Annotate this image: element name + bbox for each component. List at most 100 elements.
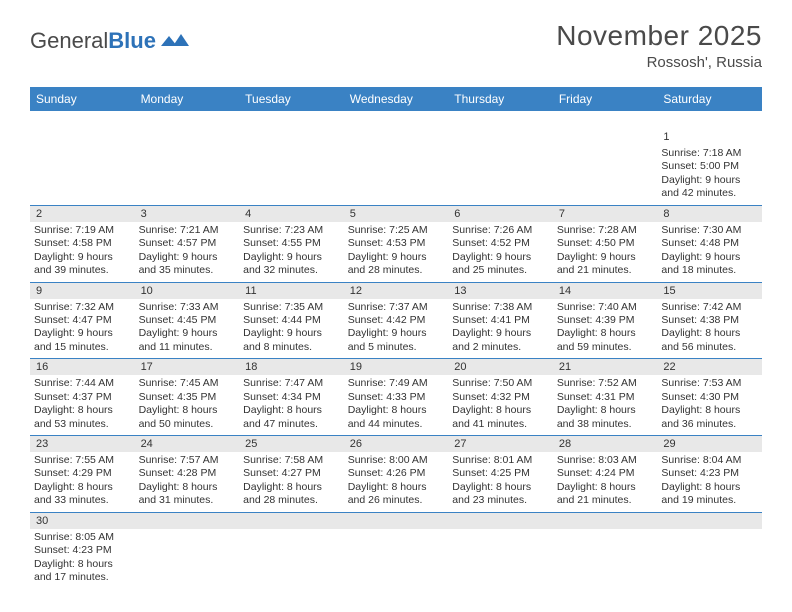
day-content-row: Sunrise: 7:19 AMSunset: 4:58 PMDaylight:… bbox=[30, 222, 762, 282]
sunrise: Sunrise: 8:00 AM bbox=[348, 454, 445, 467]
day-cell: Sunrise: 8:05 AMSunset: 4:23 PMDaylight:… bbox=[30, 529, 135, 589]
day-number: 9 bbox=[30, 283, 135, 299]
day-number: 1 bbox=[657, 129, 762, 145]
sunrise: Sunrise: 7:45 AM bbox=[139, 377, 236, 390]
week-row: 16171819202122Sunrise: 7:44 AMSunset: 4:… bbox=[30, 359, 762, 436]
daylight: Daylight: 8 hours and 28 minutes. bbox=[243, 481, 340, 508]
daylight: Daylight: 9 hours and 11 minutes. bbox=[139, 327, 236, 354]
day-cell: Sunrise: 7:45 AMSunset: 4:35 PMDaylight:… bbox=[135, 375, 240, 435]
day-number-row: 16171819202122 bbox=[30, 359, 762, 375]
daylight: Daylight: 8 hours and 33 minutes. bbox=[34, 481, 131, 508]
day-number: 11 bbox=[239, 283, 344, 299]
day-number: 18 bbox=[239, 359, 344, 375]
daylight: Daylight: 8 hours and 21 minutes. bbox=[557, 481, 654, 508]
day-cell bbox=[135, 145, 240, 205]
day-number: 10 bbox=[135, 283, 240, 299]
week-row: 2345678Sunrise: 7:19 AMSunset: 4:58 PMDa… bbox=[30, 206, 762, 283]
daylight: Daylight: 8 hours and 56 minutes. bbox=[661, 327, 758, 354]
sunset: Sunset: 4:55 PM bbox=[243, 237, 340, 250]
sunset: Sunset: 5:00 PM bbox=[661, 160, 758, 173]
sunrise: Sunrise: 7:50 AM bbox=[452, 377, 549, 390]
sunset: Sunset: 4:45 PM bbox=[139, 314, 236, 327]
day-number: 24 bbox=[135, 436, 240, 452]
day-cell: Sunrise: 7:26 AMSunset: 4:52 PMDaylight:… bbox=[448, 222, 553, 282]
daylight: Daylight: 8 hours and 59 minutes. bbox=[557, 327, 654, 354]
day-cell: Sunrise: 7:52 AMSunset: 4:31 PMDaylight:… bbox=[553, 375, 658, 435]
day-content-row: Sunrise: 7:55 AMSunset: 4:29 PMDaylight:… bbox=[30, 452, 762, 512]
sunset: Sunset: 4:52 PM bbox=[452, 237, 549, 250]
day-cell: Sunrise: 7:33 AMSunset: 4:45 PMDaylight:… bbox=[135, 299, 240, 359]
sunset: Sunset: 4:31 PM bbox=[557, 391, 654, 404]
day-number: 8 bbox=[657, 206, 762, 222]
sunrise: Sunrise: 8:03 AM bbox=[557, 454, 654, 467]
weekday-fri: Friday bbox=[553, 87, 658, 111]
daylight: Daylight: 8 hours and 44 minutes. bbox=[348, 404, 445, 431]
sunset: Sunset: 4:34 PM bbox=[243, 391, 340, 404]
weekday-thu: Thursday bbox=[448, 87, 553, 111]
sunrise: Sunrise: 7:23 AM bbox=[243, 224, 340, 237]
sunrise: Sunrise: 7:52 AM bbox=[557, 377, 654, 390]
day-cell: Sunrise: 7:32 AMSunset: 4:47 PMDaylight:… bbox=[30, 299, 135, 359]
sunset: Sunset: 4:44 PM bbox=[243, 314, 340, 327]
day-cell: Sunrise: 7:57 AMSunset: 4:28 PMDaylight:… bbox=[135, 452, 240, 512]
day-number: 4 bbox=[239, 206, 344, 222]
day-cell: Sunrise: 7:25 AMSunset: 4:53 PMDaylight:… bbox=[344, 222, 449, 282]
day-number: 29 bbox=[657, 436, 762, 452]
day-cell: Sunrise: 7:28 AMSunset: 4:50 PMDaylight:… bbox=[553, 222, 658, 282]
weekday-wed: Wednesday bbox=[344, 87, 449, 111]
day-number: 12 bbox=[344, 283, 449, 299]
weekday-sun: Sunday bbox=[30, 87, 135, 111]
daylight: Daylight: 9 hours and 28 minutes. bbox=[348, 251, 445, 278]
day-number: 19 bbox=[344, 359, 449, 375]
day-cell: Sunrise: 7:21 AMSunset: 4:57 PMDaylight:… bbox=[135, 222, 240, 282]
day-number bbox=[657, 513, 762, 529]
sunrise: Sunrise: 7:42 AM bbox=[661, 301, 758, 314]
day-number bbox=[553, 129, 658, 145]
day-number bbox=[448, 513, 553, 529]
day-number bbox=[448, 129, 553, 145]
sunrise: Sunrise: 7:44 AM bbox=[34, 377, 131, 390]
day-cell: Sunrise: 7:19 AMSunset: 4:58 PMDaylight:… bbox=[30, 222, 135, 282]
daylight: Daylight: 8 hours and 53 minutes. bbox=[34, 404, 131, 431]
day-number: 17 bbox=[135, 359, 240, 375]
sunset: Sunset: 4:23 PM bbox=[34, 544, 131, 557]
day-number bbox=[239, 513, 344, 529]
sunrise: Sunrise: 7:37 AM bbox=[348, 301, 445, 314]
day-number: 2 bbox=[30, 206, 135, 222]
day-number: 26 bbox=[344, 436, 449, 452]
sunrise: Sunrise: 7:35 AM bbox=[243, 301, 340, 314]
day-number: 23 bbox=[30, 436, 135, 452]
sunset: Sunset: 4:41 PM bbox=[452, 314, 549, 327]
day-cell: Sunrise: 8:00 AMSunset: 4:26 PMDaylight:… bbox=[344, 452, 449, 512]
day-cell: Sunrise: 8:01 AMSunset: 4:25 PMDaylight:… bbox=[448, 452, 553, 512]
daylight: Daylight: 8 hours and 47 minutes. bbox=[243, 404, 340, 431]
day-content-row: Sunrise: 8:05 AMSunset: 4:23 PMDaylight:… bbox=[30, 529, 762, 589]
location: Rossosh', Russia bbox=[556, 54, 762, 71]
day-cell: Sunrise: 7:42 AMSunset: 4:38 PMDaylight:… bbox=[657, 299, 762, 359]
sunset: Sunset: 4:50 PM bbox=[557, 237, 654, 250]
header: GeneralBlue November 2025 Rossosh', Russ… bbox=[30, 20, 762, 71]
day-cell: Sunrise: 8:03 AMSunset: 4:24 PMDaylight:… bbox=[553, 452, 658, 512]
daylight: Daylight: 8 hours and 17 minutes. bbox=[34, 558, 131, 585]
sunset: Sunset: 4:37 PM bbox=[34, 391, 131, 404]
calendar-weeks: 1Sunrise: 7:18 AMSunset: 5:00 PMDaylight… bbox=[30, 111, 762, 589]
sunset: Sunset: 4:39 PM bbox=[557, 314, 654, 327]
weekday-mon: Monday bbox=[135, 87, 240, 111]
day-cell: Sunrise: 7:50 AMSunset: 4:32 PMDaylight:… bbox=[448, 375, 553, 435]
daylight: Daylight: 9 hours and 21 minutes. bbox=[557, 251, 654, 278]
sunrise: Sunrise: 7:26 AM bbox=[452, 224, 549, 237]
day-number: 22 bbox=[657, 359, 762, 375]
sunrise: Sunrise: 8:05 AM bbox=[34, 531, 131, 544]
day-cell bbox=[448, 145, 553, 205]
logo: GeneralBlue bbox=[30, 28, 189, 54]
daylight: Daylight: 9 hours and 35 minutes. bbox=[139, 251, 236, 278]
daylight: Daylight: 8 hours and 36 minutes. bbox=[661, 404, 758, 431]
daylight: Daylight: 8 hours and 50 minutes. bbox=[139, 404, 236, 431]
day-cell bbox=[135, 529, 240, 589]
sunrise: Sunrise: 7:19 AM bbox=[34, 224, 131, 237]
day-content-row: Sunrise: 7:44 AMSunset: 4:37 PMDaylight:… bbox=[30, 375, 762, 435]
day-content-row: Sunrise: 7:32 AMSunset: 4:47 PMDaylight:… bbox=[30, 299, 762, 359]
day-number-row: 23242526272829 bbox=[30, 436, 762, 452]
day-number: 16 bbox=[30, 359, 135, 375]
sunrise: Sunrise: 7:40 AM bbox=[557, 301, 654, 314]
